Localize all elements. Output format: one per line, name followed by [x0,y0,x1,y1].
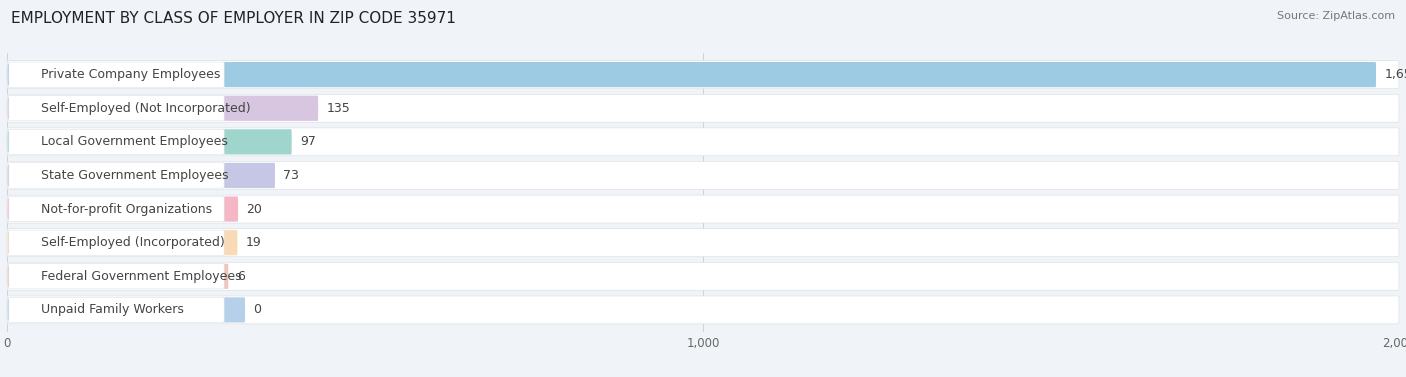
FancyBboxPatch shape [7,296,1399,324]
Text: Source: ZipAtlas.com: Source: ZipAtlas.com [1277,11,1395,21]
Text: Self-Employed (Not Incorporated): Self-Employed (Not Incorporated) [41,102,250,115]
FancyBboxPatch shape [8,62,224,87]
FancyBboxPatch shape [8,196,224,222]
Text: 6: 6 [236,270,245,283]
FancyBboxPatch shape [8,297,224,322]
Text: 20: 20 [246,202,263,216]
Text: 0: 0 [253,303,262,316]
FancyBboxPatch shape [224,297,245,322]
Text: 97: 97 [299,135,316,149]
Text: 1,655: 1,655 [1385,68,1406,81]
FancyBboxPatch shape [7,195,1399,223]
FancyBboxPatch shape [224,163,276,188]
Text: Not-for-profit Organizations: Not-for-profit Organizations [41,202,212,216]
Text: State Government Employees: State Government Employees [41,169,228,182]
FancyBboxPatch shape [7,161,1399,189]
Text: 19: 19 [246,236,262,249]
FancyBboxPatch shape [224,196,238,222]
FancyBboxPatch shape [7,128,1399,156]
FancyBboxPatch shape [224,230,238,255]
FancyBboxPatch shape [7,94,1399,122]
FancyBboxPatch shape [7,229,1399,257]
Text: 73: 73 [284,169,299,182]
FancyBboxPatch shape [224,62,1376,87]
Text: Local Government Employees: Local Government Employees [41,135,228,149]
FancyBboxPatch shape [8,163,224,188]
FancyBboxPatch shape [224,129,291,155]
FancyBboxPatch shape [224,96,318,121]
Text: Private Company Employees: Private Company Employees [41,68,221,81]
FancyBboxPatch shape [8,230,224,255]
FancyBboxPatch shape [7,61,1399,89]
FancyBboxPatch shape [224,264,228,289]
FancyBboxPatch shape [7,262,1399,290]
Text: Federal Government Employees: Federal Government Employees [41,270,242,283]
FancyBboxPatch shape [8,96,224,121]
Text: Self-Employed (Incorporated): Self-Employed (Incorporated) [41,236,225,249]
FancyBboxPatch shape [8,264,224,289]
Text: Unpaid Family Workers: Unpaid Family Workers [41,303,184,316]
Text: 135: 135 [326,102,350,115]
FancyBboxPatch shape [8,129,224,155]
Text: EMPLOYMENT BY CLASS OF EMPLOYER IN ZIP CODE 35971: EMPLOYMENT BY CLASS OF EMPLOYER IN ZIP C… [11,11,456,26]
